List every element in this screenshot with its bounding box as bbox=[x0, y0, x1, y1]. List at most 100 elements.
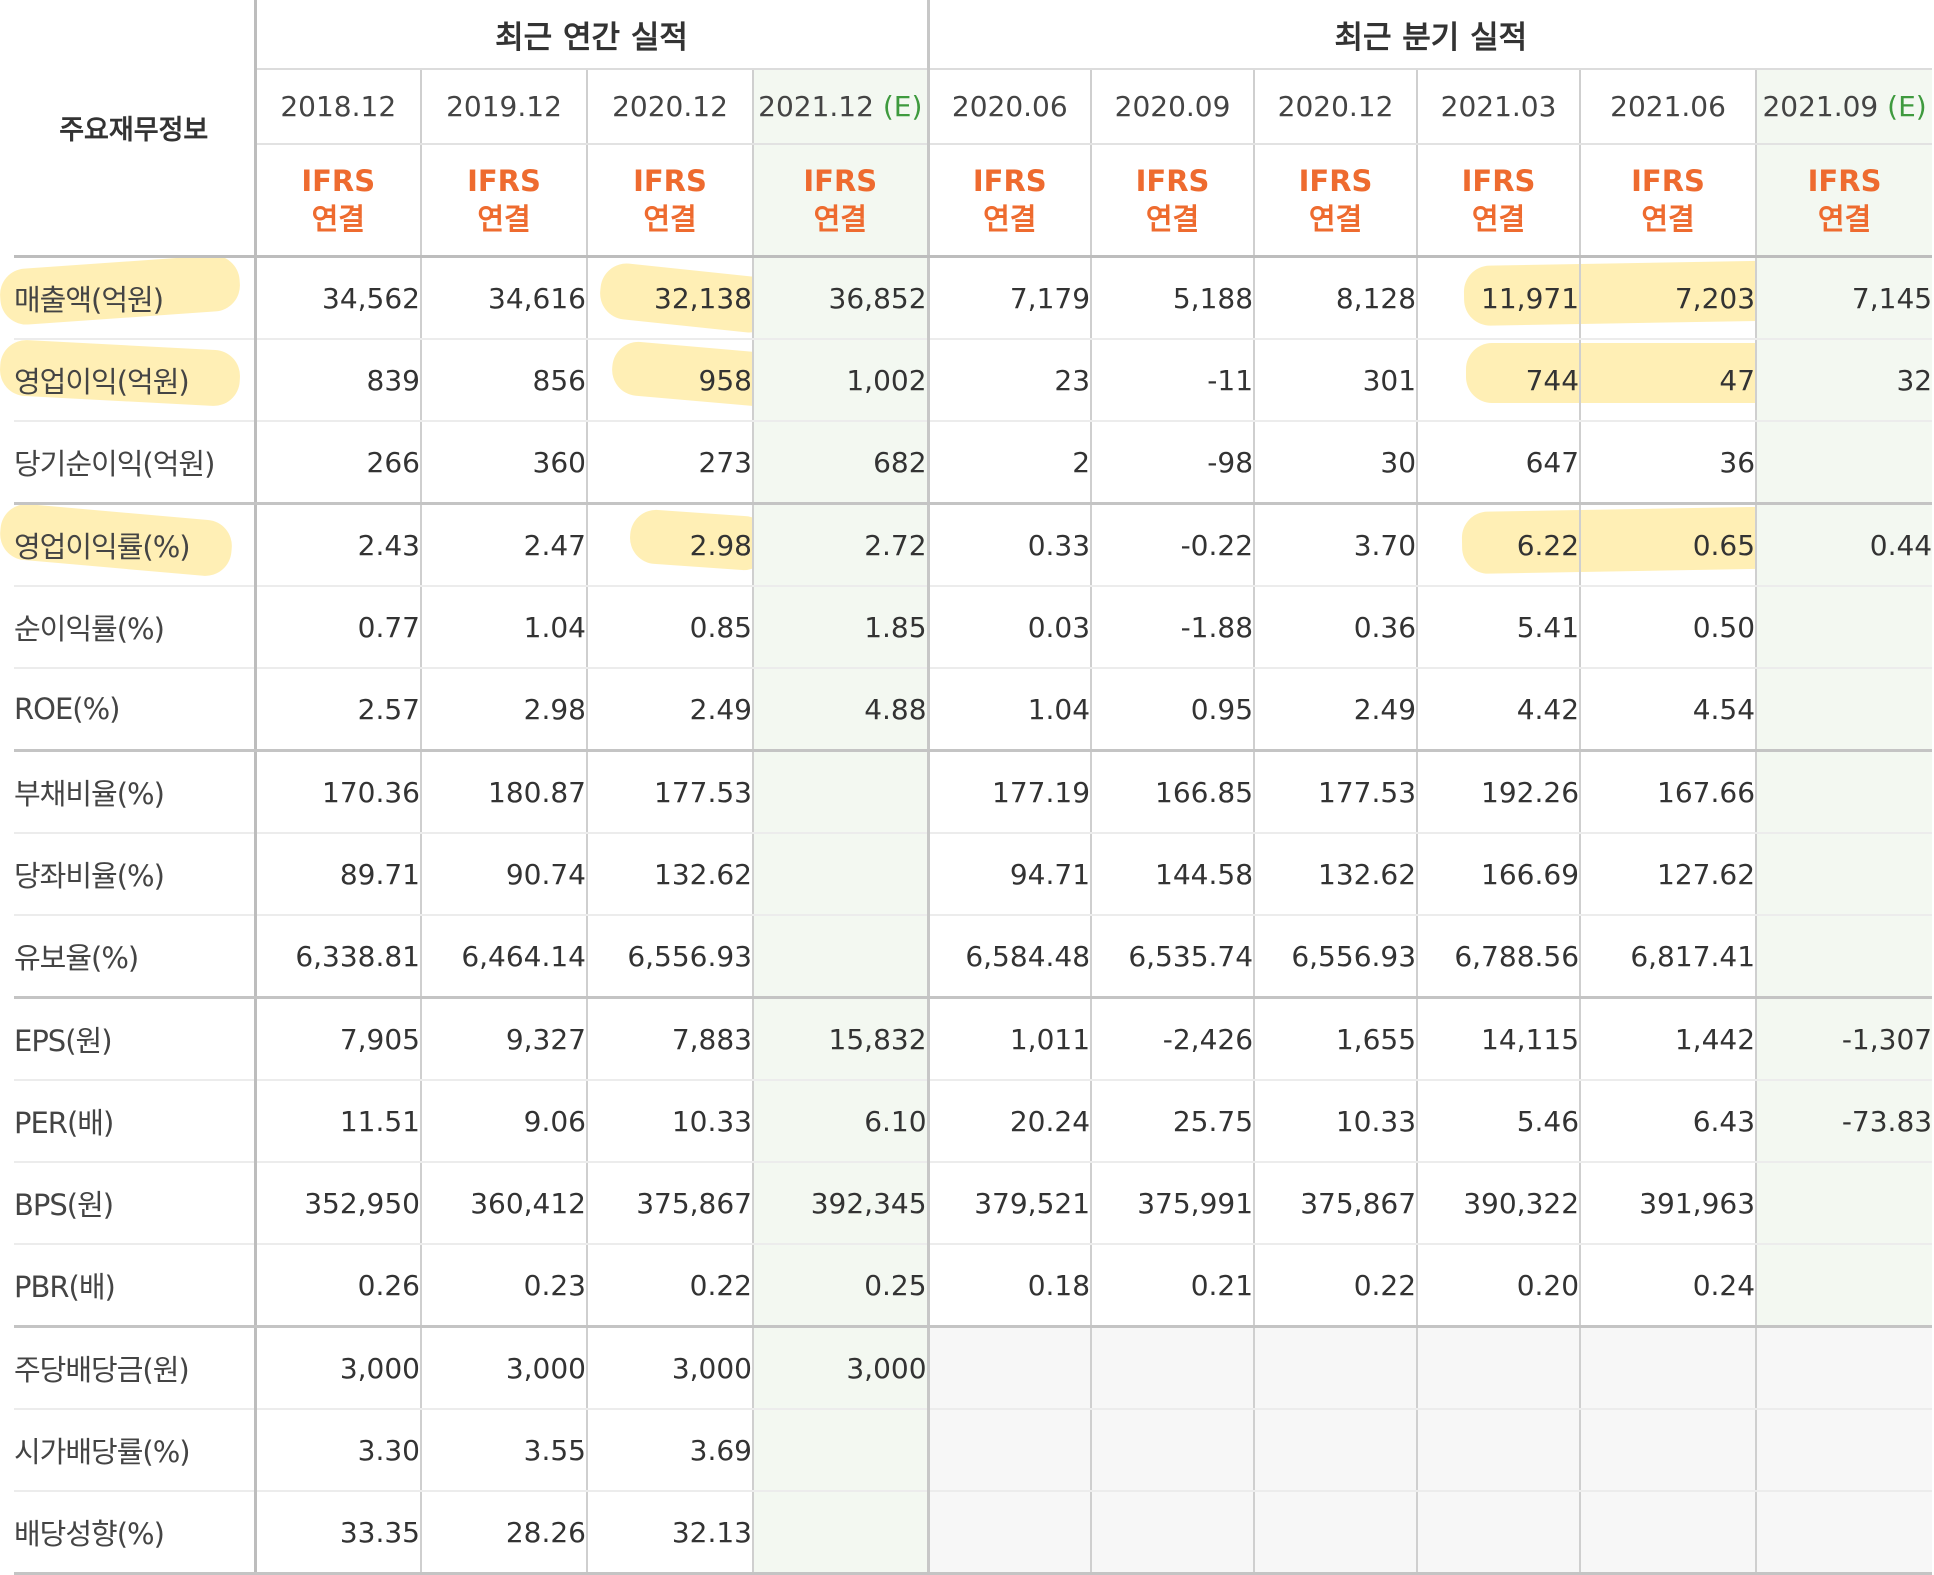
table-cell: 20.24 bbox=[928, 1080, 1093, 1163]
table-cell: 32.13 bbox=[587, 1491, 754, 1575]
table-cell bbox=[753, 1491, 930, 1575]
table-cell: 132.62 bbox=[1254, 833, 1419, 916]
table-cell: 6,556.93 bbox=[1254, 915, 1419, 999]
basis-ifrs: IFRS bbox=[301, 164, 376, 198]
basis-header: IFRS 연결 bbox=[928, 144, 1093, 258]
table-cell: 6,338.81 bbox=[255, 915, 422, 999]
table-cell: 3.70 bbox=[1254, 503, 1419, 587]
table-cell: 170.36 bbox=[255, 750, 422, 834]
quarter-group-header: 최근 분기 실적 bbox=[928, 0, 1933, 70]
table-cell: 1.85 bbox=[753, 586, 930, 669]
table-cell: 390,322 bbox=[1417, 1162, 1582, 1245]
table-cell: 2.72 bbox=[753, 503, 930, 587]
row-label: 순이익률(%) bbox=[14, 586, 257, 669]
basis-ifrs: IFRS bbox=[1461, 164, 1536, 198]
table-cell bbox=[1417, 1491, 1582, 1575]
basis-header: IFRS 연결 bbox=[1417, 144, 1582, 258]
period-header-row: 2018.12 2019.12 2020.12 2021.12 (E) 2020.06 2… bbox=[14, 69, 1933, 145]
row-label: 당기순이익(억원) bbox=[14, 421, 257, 505]
table-cell: 9.06 bbox=[421, 1080, 588, 1163]
table-cell: 1,011 bbox=[928, 997, 1093, 1081]
table-cell: 144.58 bbox=[1091, 833, 1256, 916]
period-header-2020.09: 2020.09 bbox=[1091, 69, 1256, 145]
table-cell: 94.71 bbox=[928, 833, 1093, 916]
table-cell: 6,817.41 bbox=[1580, 915, 1758, 999]
table-cell: 375,867 bbox=[1254, 1162, 1419, 1245]
table-cell: 5.46 bbox=[1417, 1080, 1582, 1163]
table-cell bbox=[1756, 1326, 1933, 1410]
table-cell bbox=[928, 1409, 1093, 1492]
basis-header: IFRS 연결 bbox=[421, 144, 588, 258]
table-row: BPS(원) 352,950 360,412 375,867 392,345 379,52… bbox=[14, 1162, 1933, 1245]
table-cell: 30 bbox=[1254, 421, 1419, 505]
period-label: 2021.09 bbox=[1762, 90, 1879, 123]
period-header-2019.12: 2019.12 bbox=[421, 69, 588, 145]
table-cell bbox=[1756, 421, 1933, 505]
table-row: ROE(%) 2.57 2.98 2.49 4.88 1.04 0.95 2.49 4.42 4.… bbox=[14, 668, 1933, 752]
table-cell: 1.04 bbox=[928, 668, 1093, 752]
basis-ifrs: IFRS bbox=[1135, 164, 1210, 198]
table-row: 시가배당률(%) 3.30 3.55 3.69 bbox=[14, 1409, 1933, 1492]
table-cell bbox=[753, 915, 930, 999]
table-cell: 1,442 bbox=[1580, 997, 1758, 1081]
table-cell: 0.65 bbox=[1580, 503, 1758, 587]
table-cell: 0.03 bbox=[928, 586, 1093, 669]
table-cell bbox=[1091, 1326, 1256, 1410]
row-label: 당좌비율(%) bbox=[14, 833, 257, 916]
table-cell bbox=[1756, 1409, 1933, 1492]
period-label: 2021.03 bbox=[1440, 90, 1557, 123]
table-cell bbox=[1417, 1409, 1582, 1492]
table-cell: 7,203 bbox=[1580, 256, 1758, 340]
table-cell bbox=[1756, 1162, 1933, 1245]
row-label: ROE(%) bbox=[14, 668, 257, 752]
period-label: 2020.09 bbox=[1114, 90, 1231, 123]
table-row: EPS(원) 7,905 9,327 7,883 15,832 1,011 -2,426 1,… bbox=[14, 997, 1933, 1081]
table-cell: 28.26 bbox=[421, 1491, 588, 1575]
table-cell bbox=[1254, 1409, 1419, 1492]
table-cell: 839 bbox=[255, 339, 422, 422]
table-cell: 6,584.48 bbox=[928, 915, 1093, 999]
basis-consolidated: 연결 bbox=[1308, 202, 1363, 236]
table-cell: 3.69 bbox=[587, 1409, 754, 1492]
table-cell: 3,000 bbox=[587, 1326, 754, 1410]
table-cell: 0.33 bbox=[928, 503, 1093, 587]
table-row: PER(배) 11.51 9.06 10.33 6.10 20.24 25.75 10.33 5… bbox=[14, 1080, 1933, 1163]
table-cell bbox=[1580, 1491, 1758, 1575]
table-cell: -1,307 bbox=[1756, 997, 1933, 1081]
basis-consolidated: 연결 bbox=[1641, 202, 1695, 236]
table-cell: 127.62 bbox=[1580, 833, 1758, 916]
table-row: 순이익률(%) 0.77 1.04 0.85 1.85 0.03 -1.88 0.36 5.41… bbox=[14, 586, 1933, 669]
table-cell: 0.36 bbox=[1254, 586, 1419, 669]
table-row: PBR(배) 0.26 0.23 0.22 0.25 0.18 0.21 0.22 0.20 0.… bbox=[14, 1244, 1933, 1328]
table-cell bbox=[753, 833, 930, 916]
table-cell: 0.23 bbox=[421, 1244, 588, 1328]
table-cell: 391,963 bbox=[1580, 1162, 1758, 1245]
table-cell: 856 bbox=[421, 339, 588, 422]
basis-ifrs: IFRS bbox=[1631, 164, 1705, 198]
period-header-2021.06: 2021.06 bbox=[1580, 69, 1758, 145]
table-cell: 2.57 bbox=[255, 668, 422, 752]
row-label: 유보율(%) bbox=[14, 915, 257, 999]
table-cell: 15,832 bbox=[753, 997, 930, 1081]
row-label: 배당성향(%) bbox=[14, 1491, 257, 1575]
table-row: 당좌비율(%) 89.71 90.74 132.62 94.71 144.58 132.62… bbox=[14, 833, 1933, 916]
period-label: 2021.06 bbox=[1610, 90, 1726, 123]
basis-consolidated: 연결 bbox=[311, 202, 365, 236]
table-cell: 6.43 bbox=[1580, 1080, 1758, 1163]
period-label: 2018.12 bbox=[280, 90, 397, 123]
table-cell: 7,883 bbox=[587, 997, 754, 1081]
table-cell: 10.33 bbox=[587, 1080, 754, 1163]
table-cell: 36 bbox=[1580, 421, 1758, 505]
table-cell: -98 bbox=[1091, 421, 1256, 505]
table-cell: 0.22 bbox=[1254, 1244, 1419, 1328]
table-cell: 6,556.93 bbox=[587, 915, 754, 999]
table-cell: 177.19 bbox=[928, 750, 1093, 834]
basis-header: IFRS 연결 bbox=[1254, 144, 1419, 258]
basis-consolidated: 연결 bbox=[1817, 202, 1872, 236]
table-cell: 0.50 bbox=[1580, 586, 1758, 669]
table-cell: 2.49 bbox=[1254, 668, 1419, 752]
table-cell: 0.44 bbox=[1756, 503, 1933, 587]
table-row: 유보율(%) 6,338.81 6,464.14 6,556.93 6,584.48 6,… bbox=[14, 915, 1933, 999]
table-cell: -0.22 bbox=[1091, 503, 1256, 587]
